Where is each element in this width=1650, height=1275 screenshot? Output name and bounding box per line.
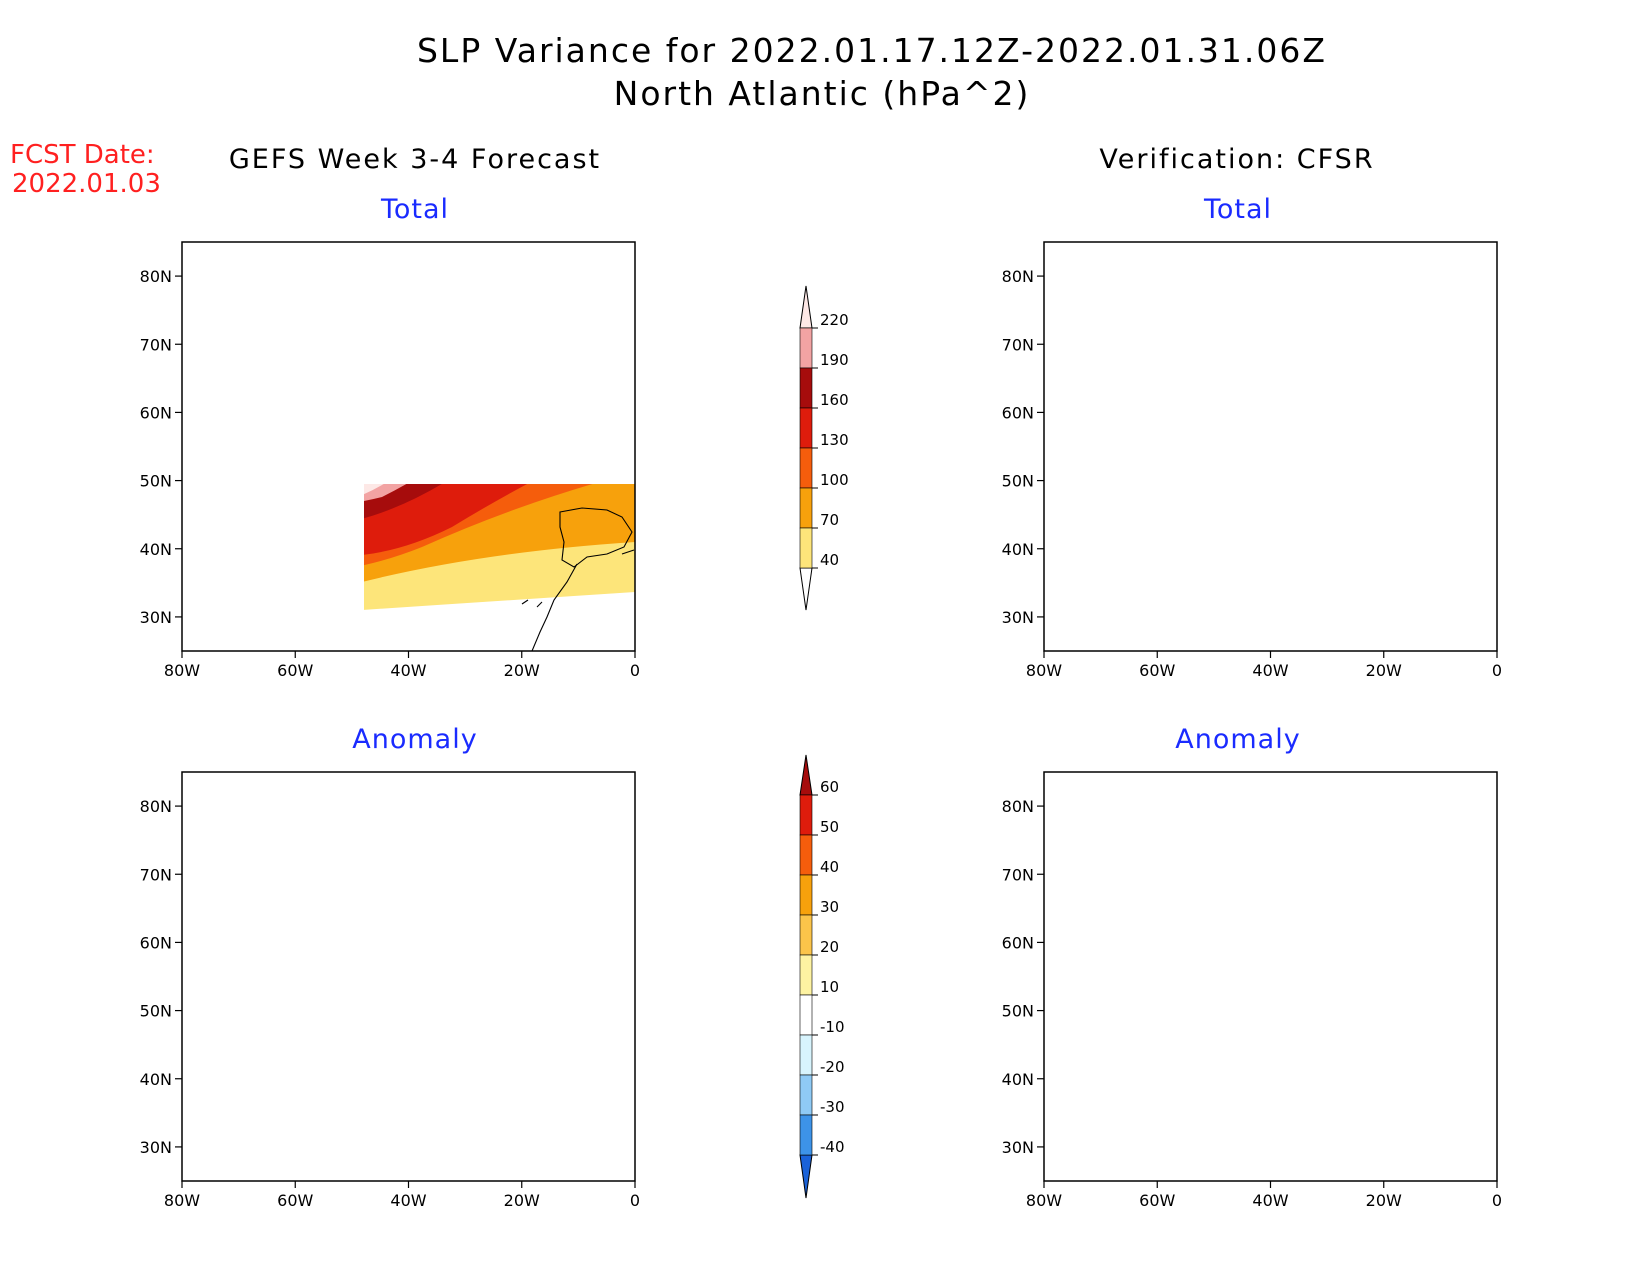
x-tick-label: 80W [164, 661, 200, 680]
map-forecast-anomaly [181, 771, 636, 1182]
y-tick-label: 40N [140, 540, 172, 559]
y-tick-label: 50N [140, 1002, 172, 1021]
y-tick-label: 40N [1002, 540, 1034, 559]
colorbar-segment [799, 914, 813, 956]
colorbar-segment [799, 1034, 813, 1076]
map-forecast-total [181, 241, 636, 652]
x-tick-label: 40W [390, 1191, 426, 1210]
x-tick-label: 60W [1139, 1191, 1175, 1210]
colorbar-segment [799, 874, 813, 916]
x-tick-label: 0 [630, 661, 640, 680]
column-title-forecast: GEFS Week 3-4 Forecast [229, 144, 601, 175]
y-tick-label: 30N [140, 608, 172, 627]
x-tick-label: 20W [504, 1191, 540, 1210]
y-tick-label: 70N [1002, 865, 1034, 884]
colorbar-segment [799, 327, 813, 369]
colorbar-segment [799, 954, 813, 996]
column-title-verification: Verification: CFSR [1099, 144, 1374, 175]
colorbar-level-label: 130 [820, 431, 849, 449]
colorbar-segment [799, 1114, 813, 1156]
colorbar-level-label: 20 [820, 938, 839, 956]
y-tick-label: 80N [140, 797, 172, 816]
fcst-date-value: 2022.01.03 [12, 169, 161, 199]
colorbar-level-label: -20 [820, 1058, 845, 1076]
y-tick-label: 80N [1002, 797, 1034, 816]
panel-title-forecast-anomaly: Anomaly [352, 724, 477, 755]
map-verification-total [1043, 241, 1498, 652]
colorbar-segment [799, 527, 813, 569]
x-tick-label: 0 [630, 1191, 640, 1210]
y-tick-label: 60N [140, 403, 172, 422]
colorbar-segment [799, 487, 813, 529]
y-tick-label: 60N [140, 933, 172, 952]
y-tick-label: 60N [1002, 933, 1034, 952]
colorbar-level-label: 10 [820, 978, 839, 996]
x-tick-label: 80W [164, 1191, 200, 1210]
fcst-date-label: FCST Date: [10, 140, 155, 170]
colorbar-segment [799, 834, 813, 876]
x-tick-label: 80W [1026, 661, 1062, 680]
panel-title-forecast-total: Total [380, 194, 449, 225]
y-tick-label: 50N [140, 472, 172, 491]
x-tick-label: 0 [1492, 1191, 1502, 1210]
x-tick-label: 80W [1026, 1191, 1062, 1210]
x-tick-label: 40W [390, 661, 426, 680]
y-tick-label: 80N [140, 267, 172, 286]
y-tick-label: 60N [1002, 403, 1034, 422]
colorbar-level-label: -10 [820, 1018, 845, 1036]
colorbar-level-label: 100 [820, 471, 849, 489]
colorbar-level-label: -40 [820, 1138, 845, 1156]
map-axes: 80W 60W 40W 20W 0 80N 70N 60N 50N 40N 30N 80W 60W 40W… [140, 267, 1502, 1210]
colorbar-segment [799, 447, 813, 489]
y-tick-label: 80N [1002, 267, 1034, 286]
panel-title-verification-total: Total [1203, 194, 1272, 225]
colorbar-level-label: 50 [820, 818, 839, 836]
y-tick-label: 30N [1002, 1138, 1034, 1157]
colorbar-segment [799, 794, 813, 836]
y-tick-label: 50N [1002, 472, 1034, 491]
x-tick-label: 60W [277, 1191, 313, 1210]
colorbar-level-label: 70 [820, 511, 839, 529]
x-tick-label: 20W [1366, 1191, 1402, 1210]
x-tick-label: 20W [504, 661, 540, 680]
panel-title-verification-anomaly: Anomaly [1175, 724, 1300, 755]
colorbar-anomaly: 50 40 30 20 10 -10 -20 -30 -40 60 [799, 754, 845, 1199]
colorbar-segment [799, 367, 813, 409]
y-tick-label: 30N [1002, 608, 1034, 627]
y-tick-label: 70N [140, 865, 172, 884]
x-tick-label: 40W [1252, 661, 1288, 680]
x-tick-label: 0 [1492, 661, 1502, 680]
y-tick-label: 30N [140, 1138, 172, 1157]
y-tick-label: 40N [140, 1070, 172, 1089]
colorbar-level-label: 60 [820, 778, 839, 796]
x-tick-label: 60W [277, 661, 313, 680]
colorbar-segment [799, 407, 813, 449]
x-tick-label: 60W [1139, 661, 1175, 680]
map-verification-anomaly [1043, 771, 1498, 1182]
y-tick-label: 40N [1002, 1070, 1034, 1089]
y-tick-label: 70N [140, 335, 172, 354]
main-title: SLP Variance for 2022.01.17.12Z-2022.01.… [417, 31, 1327, 70]
x-tick-label: 20W [1366, 661, 1402, 680]
colorbar-total: 190 160 130 100 70 40 220 [799, 285, 849, 611]
colorbar-level-label: 40 [820, 858, 839, 876]
colorbar-segment [799, 1074, 813, 1116]
colorbar-level-label: 30 [820, 898, 839, 916]
x-tick-label: 40W [1252, 1191, 1288, 1210]
colorbar-level-label: -30 [820, 1098, 845, 1116]
y-tick-label: 50N [1002, 1002, 1034, 1021]
colorbar-level-label: 160 [820, 391, 849, 409]
main-subtitle: North Atlantic (hPa^2) [614, 74, 1031, 113]
colorbar-level-label: 220 [820, 311, 849, 329]
y-tick-label: 70N [1002, 335, 1034, 354]
colorbar-level-label: 190 [820, 351, 849, 369]
colorbar-level-label: 40 [820, 551, 839, 569]
colorbar-segment [799, 994, 813, 1036]
